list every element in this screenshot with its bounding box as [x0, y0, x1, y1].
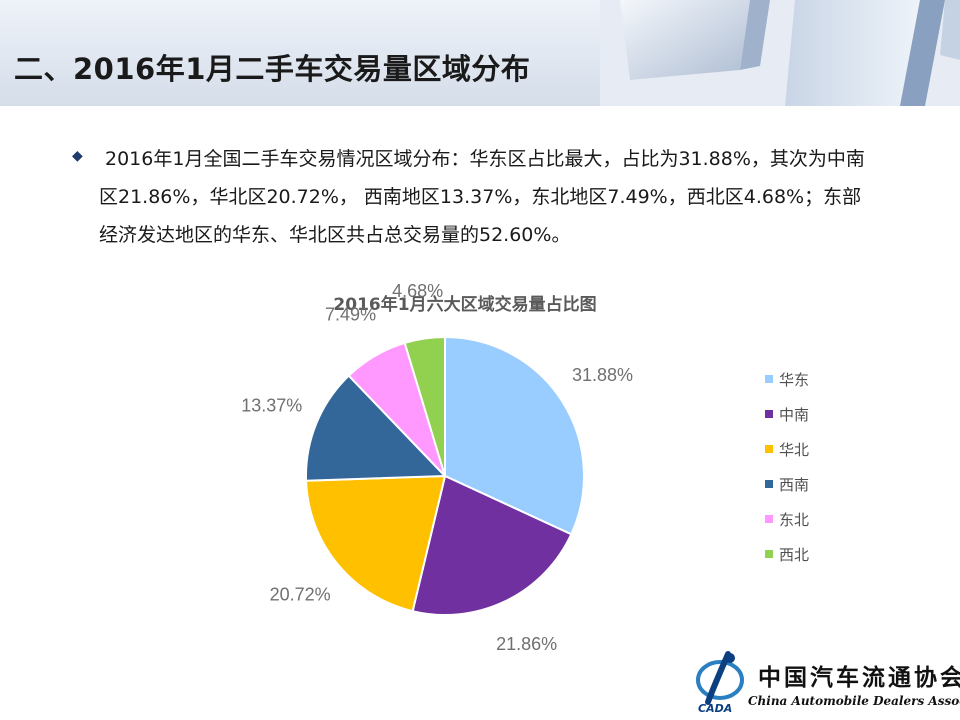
- pie-slice-中南: [411, 474, 573, 616]
- logo-mark-text: CADA: [698, 702, 732, 715]
- pie-data-label-东北: 7.49%: [325, 305, 376, 325]
- legend-swatch-华北: [765, 445, 773, 453]
- header-decoration-image: [600, 0, 960, 106]
- legend-label-西北: 西北: [779, 546, 809, 564]
- legend-item-西南: 西南: [765, 476, 809, 494]
- pie-slice-西北: [403, 335, 446, 477]
- bullet-text: 2016年1月全国二手车交易情况区域分布：华东区占比最大，占比为31.88%，其…: [99, 148, 865, 246]
- pie-slice-华北: [305, 474, 447, 613]
- pie-data-label-西北: 4.68%: [392, 281, 443, 301]
- legend-swatch-西南: [765, 480, 773, 488]
- legend-swatch-华东: [765, 375, 773, 383]
- legend-label-中南: 中南: [779, 406, 809, 424]
- pie-data-label-中南: 21.86%: [496, 634, 557, 654]
- logo-english-name: China Automobile Dealers Association: [748, 694, 960, 708]
- header-band: [0, 0, 960, 106]
- legend-label-东北: 东北: [779, 511, 809, 529]
- pie-slices: [305, 335, 585, 616]
- pie-data-label-西南: 13.37%: [241, 396, 302, 416]
- pie-data-label-华东: 31.88%: [572, 365, 633, 385]
- legend-label-华东: 华东: [779, 371, 809, 389]
- legend-label-华北: 华北: [779, 441, 809, 459]
- cada-logo-mark-icon: CADA: [696, 651, 744, 715]
- legend-item-华北: 华北: [765, 441, 809, 459]
- legend-item-东北: 东北: [765, 511, 809, 529]
- pie-slice-西南: [305, 374, 448, 482]
- legend-item-西北: 西北: [765, 546, 809, 564]
- legend-swatch-中南: [765, 410, 773, 418]
- pie-slice-华东: [444, 335, 585, 536]
- legend-label-西南: 西南: [779, 476, 809, 494]
- logo-chinese-name: 中国汽车流通协会: [758, 664, 960, 691]
- legend-swatch-东北: [765, 515, 773, 523]
- pie-data-labels: 31.88% 21.86% 20.72% 13.37% 7.49% 4.68%: [241, 281, 633, 654]
- legend-swatch-西北: [765, 550, 773, 558]
- page-title: 二、2016年1月二手车交易量区域分布: [14, 52, 531, 86]
- legend-item-华东: 华东: [765, 371, 809, 389]
- pie-data-label-华北: 20.72%: [270, 584, 331, 604]
- cada-logo: CADA 中国汽车流通协会 China Automobile Dealers A…: [692, 650, 960, 716]
- diamond-bullet-icon: ◆: [72, 148, 83, 164]
- chart-title: 2016年1月六大区域交易量占比图: [333, 294, 596, 315]
- legend-item-中南: 中南: [765, 406, 809, 424]
